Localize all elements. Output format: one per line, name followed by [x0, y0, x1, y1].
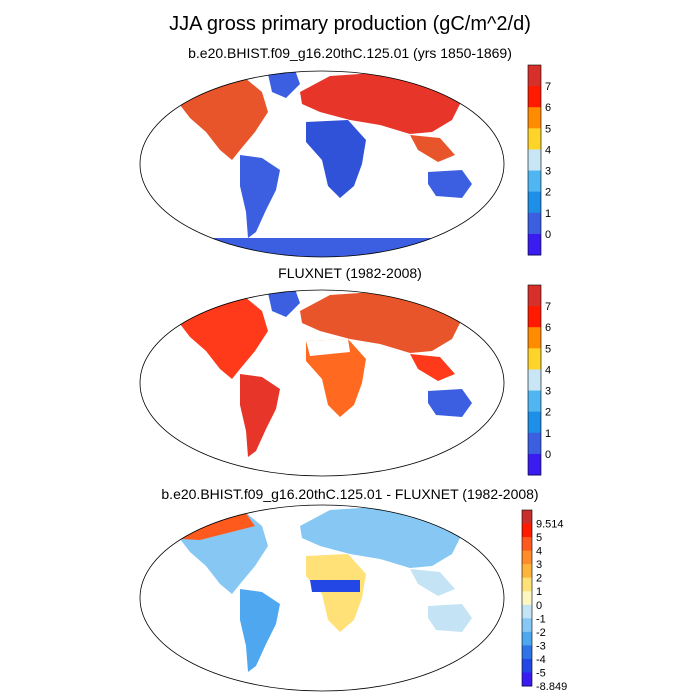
colorbar-swatch — [522, 645, 532, 660]
land-sahara — [306, 339, 350, 356]
map-outline-3 — [139, 504, 505, 692]
land-africa-band — [310, 580, 360, 592]
land-north-america — [175, 78, 268, 160]
land-greenland — [268, 290, 300, 317]
land-africa — [306, 554, 366, 632]
colorbar-tick-label: 4 — [545, 144, 551, 156]
colorbar-tick-label: 2 — [536, 573, 542, 585]
land-southeast-asia — [410, 569, 455, 596]
colorbar-swatch — [522, 523, 532, 538]
colorbar-tick-label: 5 — [545, 123, 551, 135]
colorbar-swatch — [528, 327, 541, 349]
land-africa — [306, 120, 366, 198]
land-south-america — [240, 374, 280, 457]
colorbar-tick-label: 6 — [545, 322, 551, 334]
colorbar-tick-label: 3 — [536, 559, 542, 571]
page-title: JJA gross primary production (gC/m^2/d) — [169, 13, 531, 35]
colorbar-swatch — [522, 510, 532, 525]
colorbar-tick-label: 9.514 — [536, 519, 564, 531]
panel-2-subtitle: FLUXNET (1982-2008) — [278, 265, 422, 281]
colorbar-panel-1: 7 6 5 4 3 2 1 0 — [527, 64, 551, 256]
land-eurasia — [300, 72, 462, 134]
colorbar-swatch — [528, 348, 541, 370]
map-outline-2 — [139, 289, 505, 477]
colorbar-swatch — [522, 672, 532, 687]
colorbar-tick-label: 1 — [545, 208, 551, 220]
colorbar-tick-label: 2 — [545, 407, 551, 419]
colorbar-tick-label: -1 — [536, 613, 546, 625]
colorbar-tick-label: -3 — [536, 640, 546, 652]
colorbar-tick-label: 2 — [545, 187, 551, 199]
colorbar-tick-label: 1 — [545, 428, 551, 440]
land-eurasia — [300, 291, 462, 353]
colorbar-swatch — [528, 128, 541, 150]
map-panel-difference — [140, 505, 504, 691]
colorbar-frame — [521, 509, 533, 687]
colorbar-panel-2: 7 6 5 4 3 2 1 0 — [527, 284, 551, 476]
colorbar-swatch — [522, 577, 532, 592]
land-australia — [428, 604, 472, 632]
map-panel-fluxnet — [140, 290, 504, 476]
colorbar-swatch — [528, 86, 541, 108]
colorbar-swatch — [528, 285, 541, 307]
colorbar-swatch — [522, 564, 532, 579]
colorbar-swatch — [522, 658, 532, 673]
colorbar-swatch — [528, 306, 541, 328]
colorbar-tick-label: 3 — [545, 386, 551, 398]
map-panel-model — [140, 71, 504, 257]
colorbar-swatch — [528, 390, 541, 413]
colorbar-swatch — [528, 411, 541, 434]
colorbar-swatch — [528, 107, 541, 129]
land-south-america — [240, 155, 280, 238]
colorbar-tick-label: 6 — [545, 102, 551, 114]
panel-3-subtitle: b.e20.BHIST.f09_g16.20thC.125.01 - FLUXN… — [161, 486, 539, 502]
colorbar-tick-label: 0 — [545, 449, 551, 461]
land-eurasia — [300, 506, 462, 568]
colorbar-tick-label: 4 — [545, 364, 551, 376]
map-outline-1 — [139, 70, 505, 258]
colorbar-swatch — [522, 604, 532, 619]
colorbar-swatch — [522, 537, 532, 552]
colorbar-frame — [527, 64, 542, 256]
colorbar-tick-label: -5 — [536, 667, 546, 679]
land-southeast-asia — [410, 135, 455, 162]
colorbar-tick-label: -4 — [536, 654, 546, 666]
colorbar-tick-label: 1 — [536, 586, 542, 598]
colorbar-swatch — [528, 369, 541, 392]
colorbar-swatch — [528, 233, 541, 256]
land-australia — [428, 389, 472, 417]
colorbar-frame — [527, 284, 542, 476]
colorbar-tick-label: 5 — [545, 343, 551, 355]
colorbar-tick-label: 4 — [536, 546, 542, 558]
colorbar-tick-label: 0 — [545, 229, 551, 241]
colorbar-swatch — [522, 591, 532, 606]
colorbar-swatch — [528, 191, 541, 214]
colorbar-tick-label: 3 — [545, 166, 551, 178]
colorbar-swatch — [528, 432, 541, 455]
colorbar-tick-label: -2 — [536, 627, 546, 639]
colorbar-swatch — [528, 212, 541, 235]
colorbar-swatch — [528, 170, 541, 193]
land-south-america — [240, 589, 280, 672]
colorbar-swatch — [528, 453, 541, 476]
land-southeast-asia — [410, 354, 455, 381]
colorbar-swatch — [522, 618, 532, 633]
colorbar-swatch — [528, 149, 541, 172]
colorbar-swatch — [522, 631, 532, 646]
land-australia — [428, 170, 472, 198]
land-greenland — [268, 71, 300, 98]
colorbar-tick-label: -8.849 — [536, 681, 567, 693]
colorbar-tick-label: 7 — [545, 301, 551, 313]
colorbar-swatch — [522, 550, 532, 565]
colorbar-swatch — [528, 65, 541, 87]
panel-1-subtitle: b.e20.BHIST.f09_g16.20thC.125.01 (yrs 18… — [188, 45, 512, 61]
land-north-america — [175, 297, 268, 379]
colorbar-tick-label: 5 — [536, 532, 542, 544]
land-africa — [306, 339, 366, 417]
colorbar-tick-label: 0 — [536, 600, 542, 612]
colorbar-tick-label: 7 — [545, 81, 551, 93]
